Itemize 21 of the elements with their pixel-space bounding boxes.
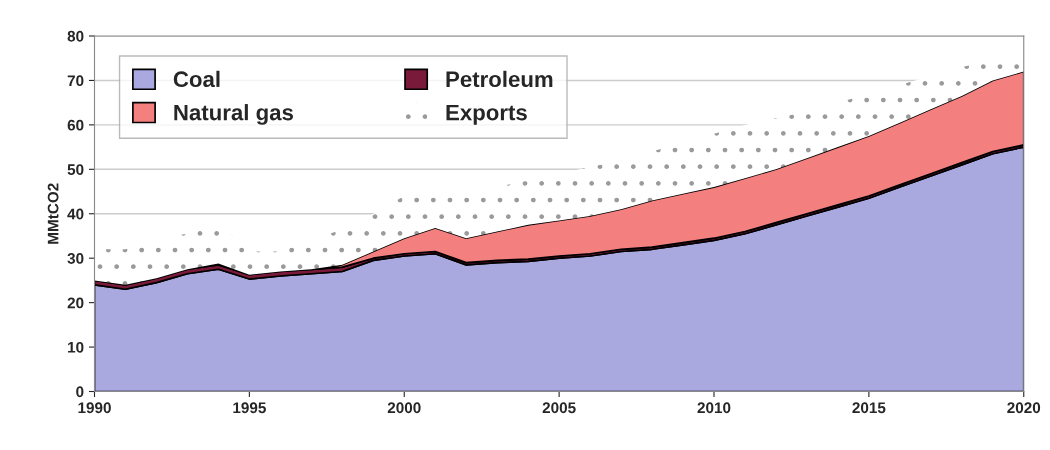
x-tick-label: 1995 — [233, 402, 266, 414]
x-tick-label: 2000 — [387, 402, 421, 414]
y-tick-label: 20 — [67, 297, 84, 309]
x-tick-label: 2020 — [1007, 402, 1041, 414]
y-tick-label: 0 — [76, 386, 84, 398]
x-tick-label: 1990 — [78, 402, 111, 414]
y-tick-label: 30 — [67, 253, 84, 264]
x-tick-label: 2015 — [852, 402, 886, 414]
y-tick-label: 10 — [68, 341, 84, 353]
legend-label: Petroleum — [446, 70, 553, 88]
legend-label: Exports — [446, 104, 527, 125]
y-tick-label: 70 — [67, 75, 84, 87]
x-tick-label: 2005 — [542, 402, 576, 414]
x-tick-label: 2010 — [697, 402, 731, 414]
y-tick-label: 40 — [67, 208, 84, 220]
y-tick-label: 50 — [67, 164, 84, 175]
legend-label: Coal — [173, 70, 220, 88]
y-axis-title: MMtCO2 — [47, 183, 59, 244]
legend-label: Natural gas — [174, 104, 293, 125]
y-tick-label: 80 — [67, 30, 84, 42]
y-tick-label: 60 — [67, 119, 84, 131]
